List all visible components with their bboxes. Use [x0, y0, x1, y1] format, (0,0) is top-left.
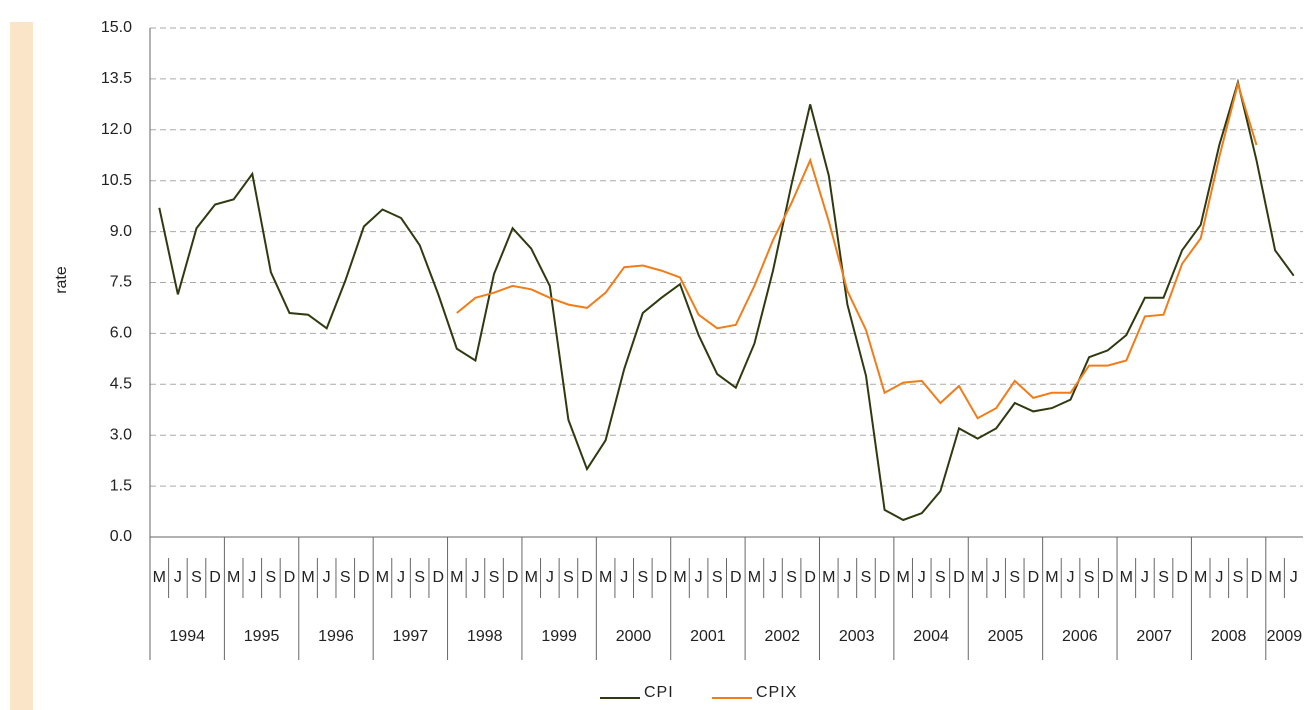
x-tick-label: D — [1176, 569, 1188, 586]
y-tick-label: 12.0 — [101, 121, 132, 138]
x-tick-label: J — [1215, 569, 1223, 586]
x-tick-label: D — [804, 569, 816, 586]
year-label: 2000 — [616, 628, 652, 645]
x-tick-label: M — [599, 569, 612, 586]
x-tick-label: S — [340, 569, 351, 586]
x-tick-label: D — [432, 569, 444, 586]
year-label: 2002 — [764, 628, 800, 645]
x-tick-label: M — [153, 569, 166, 586]
year-label: 1995 — [244, 628, 280, 645]
year-label: 1996 — [318, 628, 354, 645]
x-tick-label: S — [191, 569, 202, 586]
x-tick-label: S — [414, 569, 425, 586]
x-tick-label: J — [695, 569, 703, 586]
year-label: 2001 — [690, 628, 726, 645]
x-tick-label: S — [861, 569, 872, 586]
x-tick-label: D — [1251, 569, 1263, 586]
x-tick-label: M — [301, 569, 314, 586]
y-tick-label: 7.5 — [110, 274, 132, 291]
x-tick-label: J — [1141, 569, 1149, 586]
side-bar — [10, 22, 33, 710]
x-tick-label: S — [712, 569, 723, 586]
x-tick-label: M — [227, 569, 240, 586]
year-label: 1994 — [169, 628, 205, 645]
year-label: 1999 — [541, 628, 577, 645]
x-tick-label: S — [935, 569, 946, 586]
x-tick-label: M — [1194, 569, 1207, 586]
x-tick-label: M — [376, 569, 389, 586]
x-tick-label: J — [992, 569, 1000, 586]
x-tick-label: M — [748, 569, 761, 586]
year-label: 1998 — [467, 628, 503, 645]
x-tick-label: D — [581, 569, 593, 586]
year-label: 2006 — [1062, 628, 1098, 645]
x-tick-label: D — [953, 569, 965, 586]
x-tick-label: D — [879, 569, 891, 586]
year-label: 1997 — [393, 628, 429, 645]
x-tick-label: M — [1120, 569, 1133, 586]
y-tick-label: 1.5 — [110, 477, 132, 494]
legend-label: CPIX — [756, 684, 797, 701]
series-line — [158, 78, 1295, 522]
x-tick-label: D — [284, 569, 296, 586]
year-label: 2003 — [839, 628, 875, 645]
x-tick-label: J — [174, 569, 182, 586]
x-tick-label: S — [266, 569, 277, 586]
y-tick-label: 3.0 — [110, 426, 132, 443]
x-tick-label: J — [918, 569, 926, 586]
y-tick-label: 13.5 — [101, 70, 132, 87]
x-tick-label: S — [786, 569, 797, 586]
x-tick-label: J — [620, 569, 628, 586]
x-tick-label: D — [730, 569, 742, 586]
x-tick-label: M — [673, 569, 686, 586]
x-tick-label: S — [1009, 569, 1020, 586]
x-tick-label: D — [1102, 569, 1114, 586]
year-label: 2005 — [988, 628, 1024, 645]
series-line — [456, 80, 1258, 420]
x-tick-label: D — [507, 569, 519, 586]
legend-label: CPI — [644, 684, 674, 701]
x-tick-label: D — [656, 569, 668, 586]
x-tick-label: S — [1158, 569, 1169, 586]
x-tick-label: J — [1290, 569, 1298, 586]
x-tick-label: J — [843, 569, 851, 586]
x-tick-label: M — [1045, 569, 1058, 586]
x-tick-label: M — [525, 569, 538, 586]
x-tick-label: J — [397, 569, 405, 586]
x-tick-label: M — [971, 569, 984, 586]
y-tick-label: 0.0 — [110, 528, 132, 545]
year-label: 2007 — [1136, 628, 1172, 645]
x-tick-label: J — [248, 569, 256, 586]
y-axis-label: rate — [53, 266, 70, 294]
x-tick-label: M — [897, 569, 910, 586]
x-tick-label: J — [769, 569, 777, 586]
x-tick-label: S — [637, 569, 648, 586]
x-tick-label: J — [471, 569, 479, 586]
x-tick-label: D — [1028, 569, 1040, 586]
x-tick-label: S — [1233, 569, 1244, 586]
year-label: 2004 — [913, 628, 949, 645]
y-tick-label: 15.0 — [101, 19, 132, 36]
x-tick-label: M — [822, 569, 835, 586]
x-tick-label: M — [450, 569, 463, 586]
x-tick-label: D — [209, 569, 221, 586]
y-tick-label: 4.5 — [110, 376, 132, 393]
y-tick-label: 10.5 — [101, 172, 132, 189]
year-label: 2008 — [1211, 628, 1247, 645]
y-tick-label: 9.0 — [110, 223, 132, 240]
y-tick-label: 6.0 — [110, 325, 132, 342]
x-tick-label: S — [489, 569, 500, 586]
x-tick-label: D — [358, 569, 370, 586]
x-tick-label: S — [563, 569, 574, 586]
x-tick-label: J — [546, 569, 554, 586]
x-tick-label: M — [1268, 569, 1281, 586]
year-label: 2009 — [1267, 628, 1303, 645]
x-tick-label: J — [323, 569, 331, 586]
x-tick-label: J — [1067, 569, 1075, 586]
x-tick-label: S — [1084, 569, 1095, 586]
